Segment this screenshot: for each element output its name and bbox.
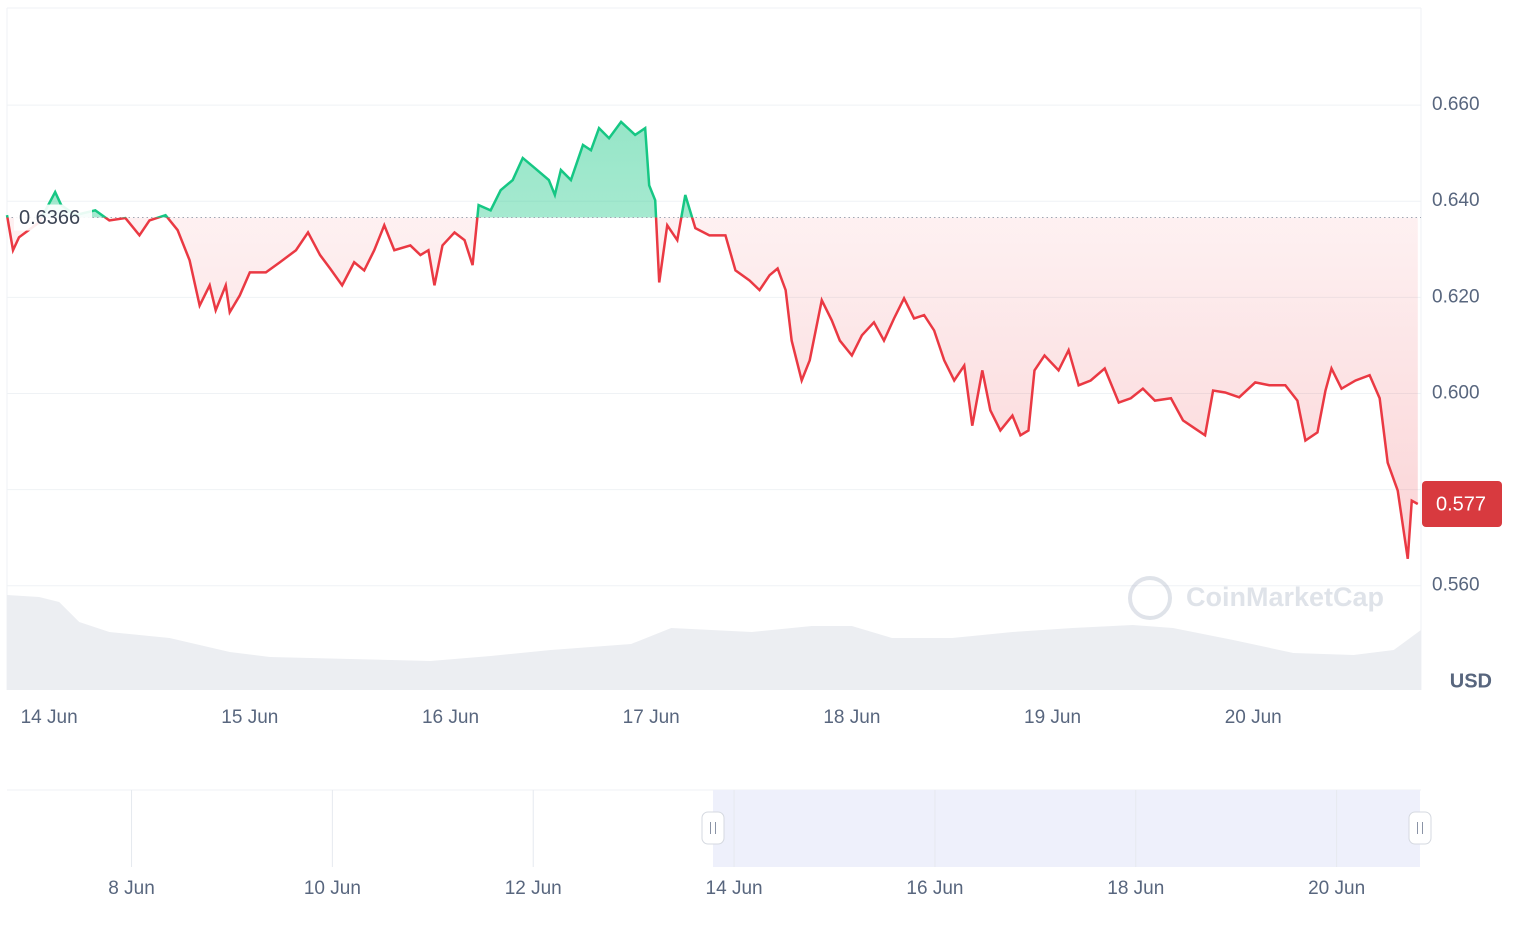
y-tick-label: 0.620 <box>1432 286 1480 307</box>
price-line-down <box>6 217 1419 559</box>
navigator-tick-label: 20 Jun <box>1308 878 1365 899</box>
reference-label-bg <box>14 204 92 231</box>
navigator-handle[interactable] <box>701 811 725 845</box>
y-tick-label: 0.600 <box>1432 382 1480 403</box>
navigator-tick-label: 16 Jun <box>906 878 963 899</box>
area-down <box>7 217 1418 559</box>
currency-label: USD <box>1450 670 1492 692</box>
volume-area <box>7 595 1421 690</box>
navigator-tick-label: 12 Jun <box>505 878 562 899</box>
watermark-logo <box>1128 576 1172 620</box>
last-price-badge <box>1422 481 1502 527</box>
watermark-text: CoinMarketCap <box>1186 582 1384 612</box>
navigator-tick-label: 10 Jun <box>304 878 361 899</box>
reference-label: 0.6366 <box>19 207 80 229</box>
x-tick-label: 17 Jun <box>623 707 680 728</box>
navigator-tick-label: 8 Jun <box>108 878 154 899</box>
last-price-label: 0.577 <box>1436 493 1486 515</box>
x-tick-label: 15 Jun <box>221 707 278 728</box>
x-tick-label: 20 Jun <box>1225 707 1282 728</box>
watermark: CoinMarketCap <box>1128 576 1384 620</box>
y-tick-label: 0.640 <box>1432 190 1480 211</box>
navigator-handle[interactable] <box>1408 811 1432 845</box>
x-tick-label: 16 Jun <box>422 707 479 728</box>
x-tick-label: 14 Jun <box>21 707 78 728</box>
y-tick-label: 0.560 <box>1432 575 1480 596</box>
y-tick-label: 0.660 <box>1432 94 1480 115</box>
navigator-tick-label: 14 Jun <box>706 878 763 899</box>
x-tick-label: 19 Jun <box>1024 707 1081 728</box>
x-tick-label: 18 Jun <box>823 707 880 728</box>
navigator-tick-label: 18 Jun <box>1107 878 1164 899</box>
navigator-selection <box>712 790 1420 867</box>
